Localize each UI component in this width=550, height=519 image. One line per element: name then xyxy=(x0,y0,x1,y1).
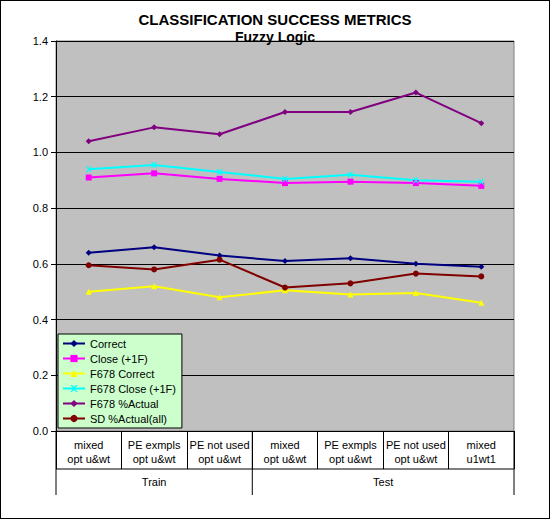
svg-text:F678 %Actual: F678 %Actual xyxy=(90,398,158,410)
svg-text:opt u&wt: opt u&wt xyxy=(264,453,307,465)
svg-text:0.4: 0.4 xyxy=(33,314,48,326)
svg-text:Fuzzy Logic: Fuzzy Logic xyxy=(235,29,315,45)
svg-text:Correct: Correct xyxy=(90,338,126,350)
svg-text:opt u&wt: opt u&wt xyxy=(394,453,437,465)
svg-text:PE not used: PE not used xyxy=(386,439,446,451)
svg-text:mixed: mixed xyxy=(467,439,496,451)
svg-text:0.8: 0.8 xyxy=(33,202,48,214)
svg-text:1.0: 1.0 xyxy=(33,146,48,158)
svg-text:CLASSIFICATION SUCCESS METRICS: CLASSIFICATION SUCCESS METRICS xyxy=(138,11,411,28)
svg-text:PE exmpls: PE exmpls xyxy=(128,439,181,451)
svg-text:opt u&wt: opt u&wt xyxy=(198,453,241,465)
svg-text:opt u&wt: opt u&wt xyxy=(133,453,176,465)
svg-text:mixed: mixed xyxy=(74,439,103,451)
svg-text:opt u&wt: opt u&wt xyxy=(67,453,110,465)
svg-text:Test: Test xyxy=(373,476,393,488)
svg-text:Train: Train xyxy=(142,476,167,488)
svg-text:PE exmpls: PE exmpls xyxy=(324,439,377,451)
svg-text:0.2: 0.2 xyxy=(33,369,48,381)
svg-text:F678 Close (+1F): F678 Close (+1F) xyxy=(90,383,176,395)
svg-text:PE not used: PE not used xyxy=(190,439,250,451)
svg-text:Close (+1F): Close (+1F) xyxy=(90,353,148,365)
svg-text:F678 Correct: F678 Correct xyxy=(90,368,154,380)
svg-text:0.0: 0.0 xyxy=(33,425,48,437)
svg-text:0.6: 0.6 xyxy=(33,258,48,270)
svg-text:opt u&wt: opt u&wt xyxy=(329,453,372,465)
svg-text:mixed: mixed xyxy=(270,439,299,451)
svg-text:SD %Actual(all): SD %Actual(all) xyxy=(90,413,167,425)
svg-text:u1wt1: u1wt1 xyxy=(467,453,496,465)
svg-text:1.4: 1.4 xyxy=(33,35,48,47)
svg-text:1.2: 1.2 xyxy=(33,91,48,103)
